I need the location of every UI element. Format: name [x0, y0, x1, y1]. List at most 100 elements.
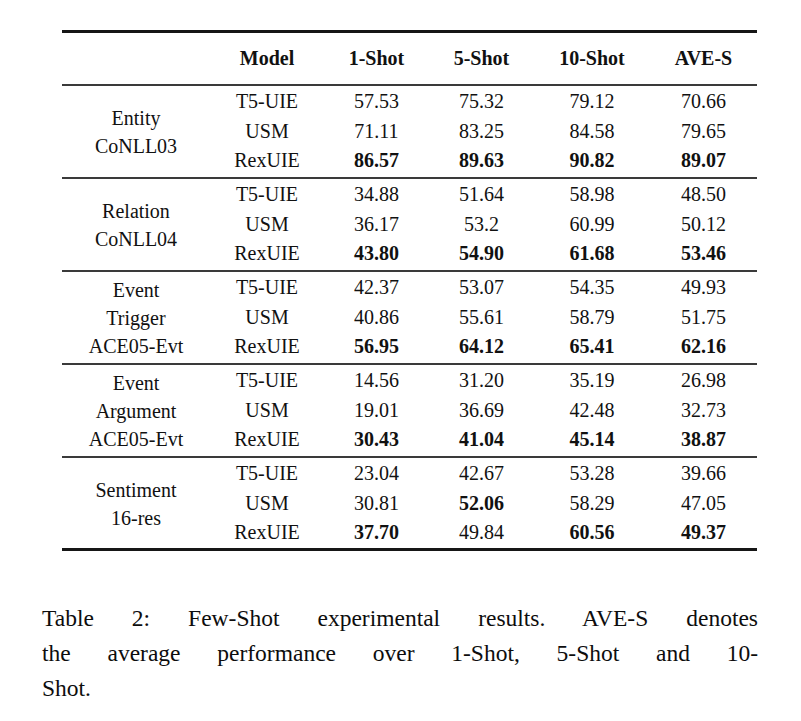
- model-cell: RexUIE: [210, 147, 324, 178]
- value-cell: 30.81: [324, 488, 429, 519]
- value-cell: 58.79: [534, 302, 650, 333]
- value-cell: 89.07: [650, 147, 757, 178]
- caption-line: the average performance over 1-Shot, 5-S…: [42, 636, 758, 671]
- header-cell-model: Model: [210, 32, 324, 85]
- category-line: Relation: [62, 197, 210, 225]
- value-cell: 57.53: [324, 85, 429, 116]
- value-cell: 36.17: [324, 209, 429, 240]
- value-cell: 86.57: [324, 147, 429, 178]
- value-cell: 62.16: [650, 333, 757, 364]
- table-caption: Table 2: Few-Shot experimental results. …: [42, 601, 758, 706]
- value-cell: 23.04: [324, 457, 429, 488]
- value-cell: 41.04: [429, 426, 534, 457]
- category-line: 16-res: [62, 504, 210, 532]
- model-cell: USM: [210, 209, 324, 240]
- header-cell-ave-s: AVE-S: [650, 32, 757, 85]
- header-cell-empty: [62, 32, 210, 85]
- model-cell: USM: [210, 488, 324, 519]
- category-line: Event: [62, 276, 210, 304]
- category-line: Entity: [62, 104, 210, 132]
- value-cell: 32.73: [650, 395, 757, 426]
- value-cell: 37.70: [324, 519, 429, 550]
- model-cell: RexUIE: [210, 426, 324, 457]
- value-cell: 49.84: [429, 519, 534, 550]
- value-cell: 47.05: [650, 488, 757, 519]
- category-cell: EventTriggerACE05-Evt: [62, 271, 210, 364]
- value-cell: 60.99: [534, 209, 650, 240]
- value-cell: 53.07: [429, 271, 534, 302]
- model-cell: RexUIE: [210, 333, 324, 364]
- category-cell: EventArgumentACE05-Evt: [62, 364, 210, 457]
- table-row: EventTriggerACE05-EvtT5-UIE42.3753.0754.…: [62, 271, 757, 302]
- model-cell: USM: [210, 302, 324, 333]
- value-cell: 53.28: [534, 457, 650, 488]
- value-cell: 42.67: [429, 457, 534, 488]
- value-cell: 42.48: [534, 395, 650, 426]
- value-cell: 64.12: [429, 333, 534, 364]
- table-row: EntityCoNLL03T5-UIE57.5375.3279.1270.66: [62, 85, 757, 116]
- value-cell: 55.61: [429, 302, 534, 333]
- table-row: RelationCoNLL04T5-UIE34.8851.6458.9848.5…: [62, 178, 757, 209]
- value-cell: 65.41: [534, 333, 650, 364]
- value-cell: 79.12: [534, 85, 650, 116]
- value-cell: 53.46: [650, 240, 757, 271]
- table-group-relation-conll04: RelationCoNLL04T5-UIE34.8851.6458.9848.5…: [62, 178, 757, 271]
- category-line: CoNLL03: [62, 132, 210, 160]
- value-cell: 83.25: [429, 116, 534, 147]
- value-cell: 52.06: [429, 488, 534, 519]
- table-group-event-argument-ace05-evt: EventArgumentACE05-EvtT5-UIE14.5631.2035…: [62, 364, 757, 457]
- category-line: Trigger: [62, 304, 210, 332]
- value-cell: 54.35: [534, 271, 650, 302]
- value-cell: 51.75: [650, 302, 757, 333]
- header-cell-1-shot: 1-Shot: [324, 32, 429, 85]
- value-cell: 71.11: [324, 116, 429, 147]
- value-cell: 31.20: [429, 364, 534, 395]
- table-group-entity-conll03: EntityCoNLL03T5-UIE57.5375.3279.1270.66U…: [62, 85, 757, 178]
- value-cell: 56.95: [324, 333, 429, 364]
- value-cell: 58.98: [534, 178, 650, 209]
- value-cell: 19.01: [324, 395, 429, 426]
- value-cell: 14.56: [324, 364, 429, 395]
- value-cell: 70.66: [650, 85, 757, 116]
- value-cell: 50.12: [650, 209, 757, 240]
- paper-page: Model1-Shot5-Shot10-ShotAVE-S EntityCoNL…: [0, 0, 801, 721]
- table-group-event-trigger-ace05-evt: EventTriggerACE05-EvtT5-UIE42.3753.0754.…: [62, 271, 757, 364]
- category-line: Argument: [62, 397, 210, 425]
- table-group-sentiment-16-res: Sentiment16-resT5-UIE23.0442.6753.2839.6…: [62, 457, 757, 550]
- model-cell: USM: [210, 395, 324, 426]
- model-cell: T5-UIE: [210, 85, 324, 116]
- value-cell: 61.68: [534, 240, 650, 271]
- value-cell: 45.14: [534, 426, 650, 457]
- model-cell: T5-UIE: [210, 271, 324, 302]
- table-header: Model1-Shot5-Shot10-ShotAVE-S: [62, 32, 757, 85]
- category-line: Event: [62, 369, 210, 397]
- table-row: EventArgumentACE05-EvtT5-UIE14.5631.2035…: [62, 364, 757, 395]
- category-line: CoNLL04: [62, 225, 210, 253]
- value-cell: 84.58: [534, 116, 650, 147]
- value-cell: 49.37: [650, 519, 757, 550]
- value-cell: 49.93: [650, 271, 757, 302]
- model-cell: T5-UIE: [210, 364, 324, 395]
- model-cell: USM: [210, 116, 324, 147]
- value-cell: 43.80: [324, 240, 429, 271]
- value-cell: 40.86: [324, 302, 429, 333]
- value-cell: 75.32: [429, 85, 534, 116]
- value-cell: 51.64: [429, 178, 534, 209]
- header-cell-5-shot: 5-Shot: [429, 32, 534, 85]
- model-cell: RexUIE: [210, 240, 324, 271]
- value-cell: 34.88: [324, 178, 429, 209]
- value-cell: 58.29: [534, 488, 650, 519]
- value-cell: 48.50: [650, 178, 757, 209]
- value-cell: 60.56: [534, 519, 650, 550]
- value-cell: 79.65: [650, 116, 757, 147]
- caption-line: Table 2: Few-Shot experimental results. …: [42, 601, 758, 636]
- category-cell: Sentiment16-res: [62, 457, 210, 550]
- header-cell-10-shot: 10-Shot: [534, 32, 650, 85]
- category-line: Sentiment: [62, 476, 210, 504]
- category-cell: EntityCoNLL03: [62, 85, 210, 178]
- model-cell: T5-UIE: [210, 178, 324, 209]
- value-cell: 36.69: [429, 395, 534, 426]
- few-shot-results-table: Model1-Shot5-Shot10-ShotAVE-S EntityCoNL…: [62, 30, 757, 551]
- table-row: Sentiment16-resT5-UIE23.0442.6753.2839.6…: [62, 457, 757, 488]
- value-cell: 42.37: [324, 271, 429, 302]
